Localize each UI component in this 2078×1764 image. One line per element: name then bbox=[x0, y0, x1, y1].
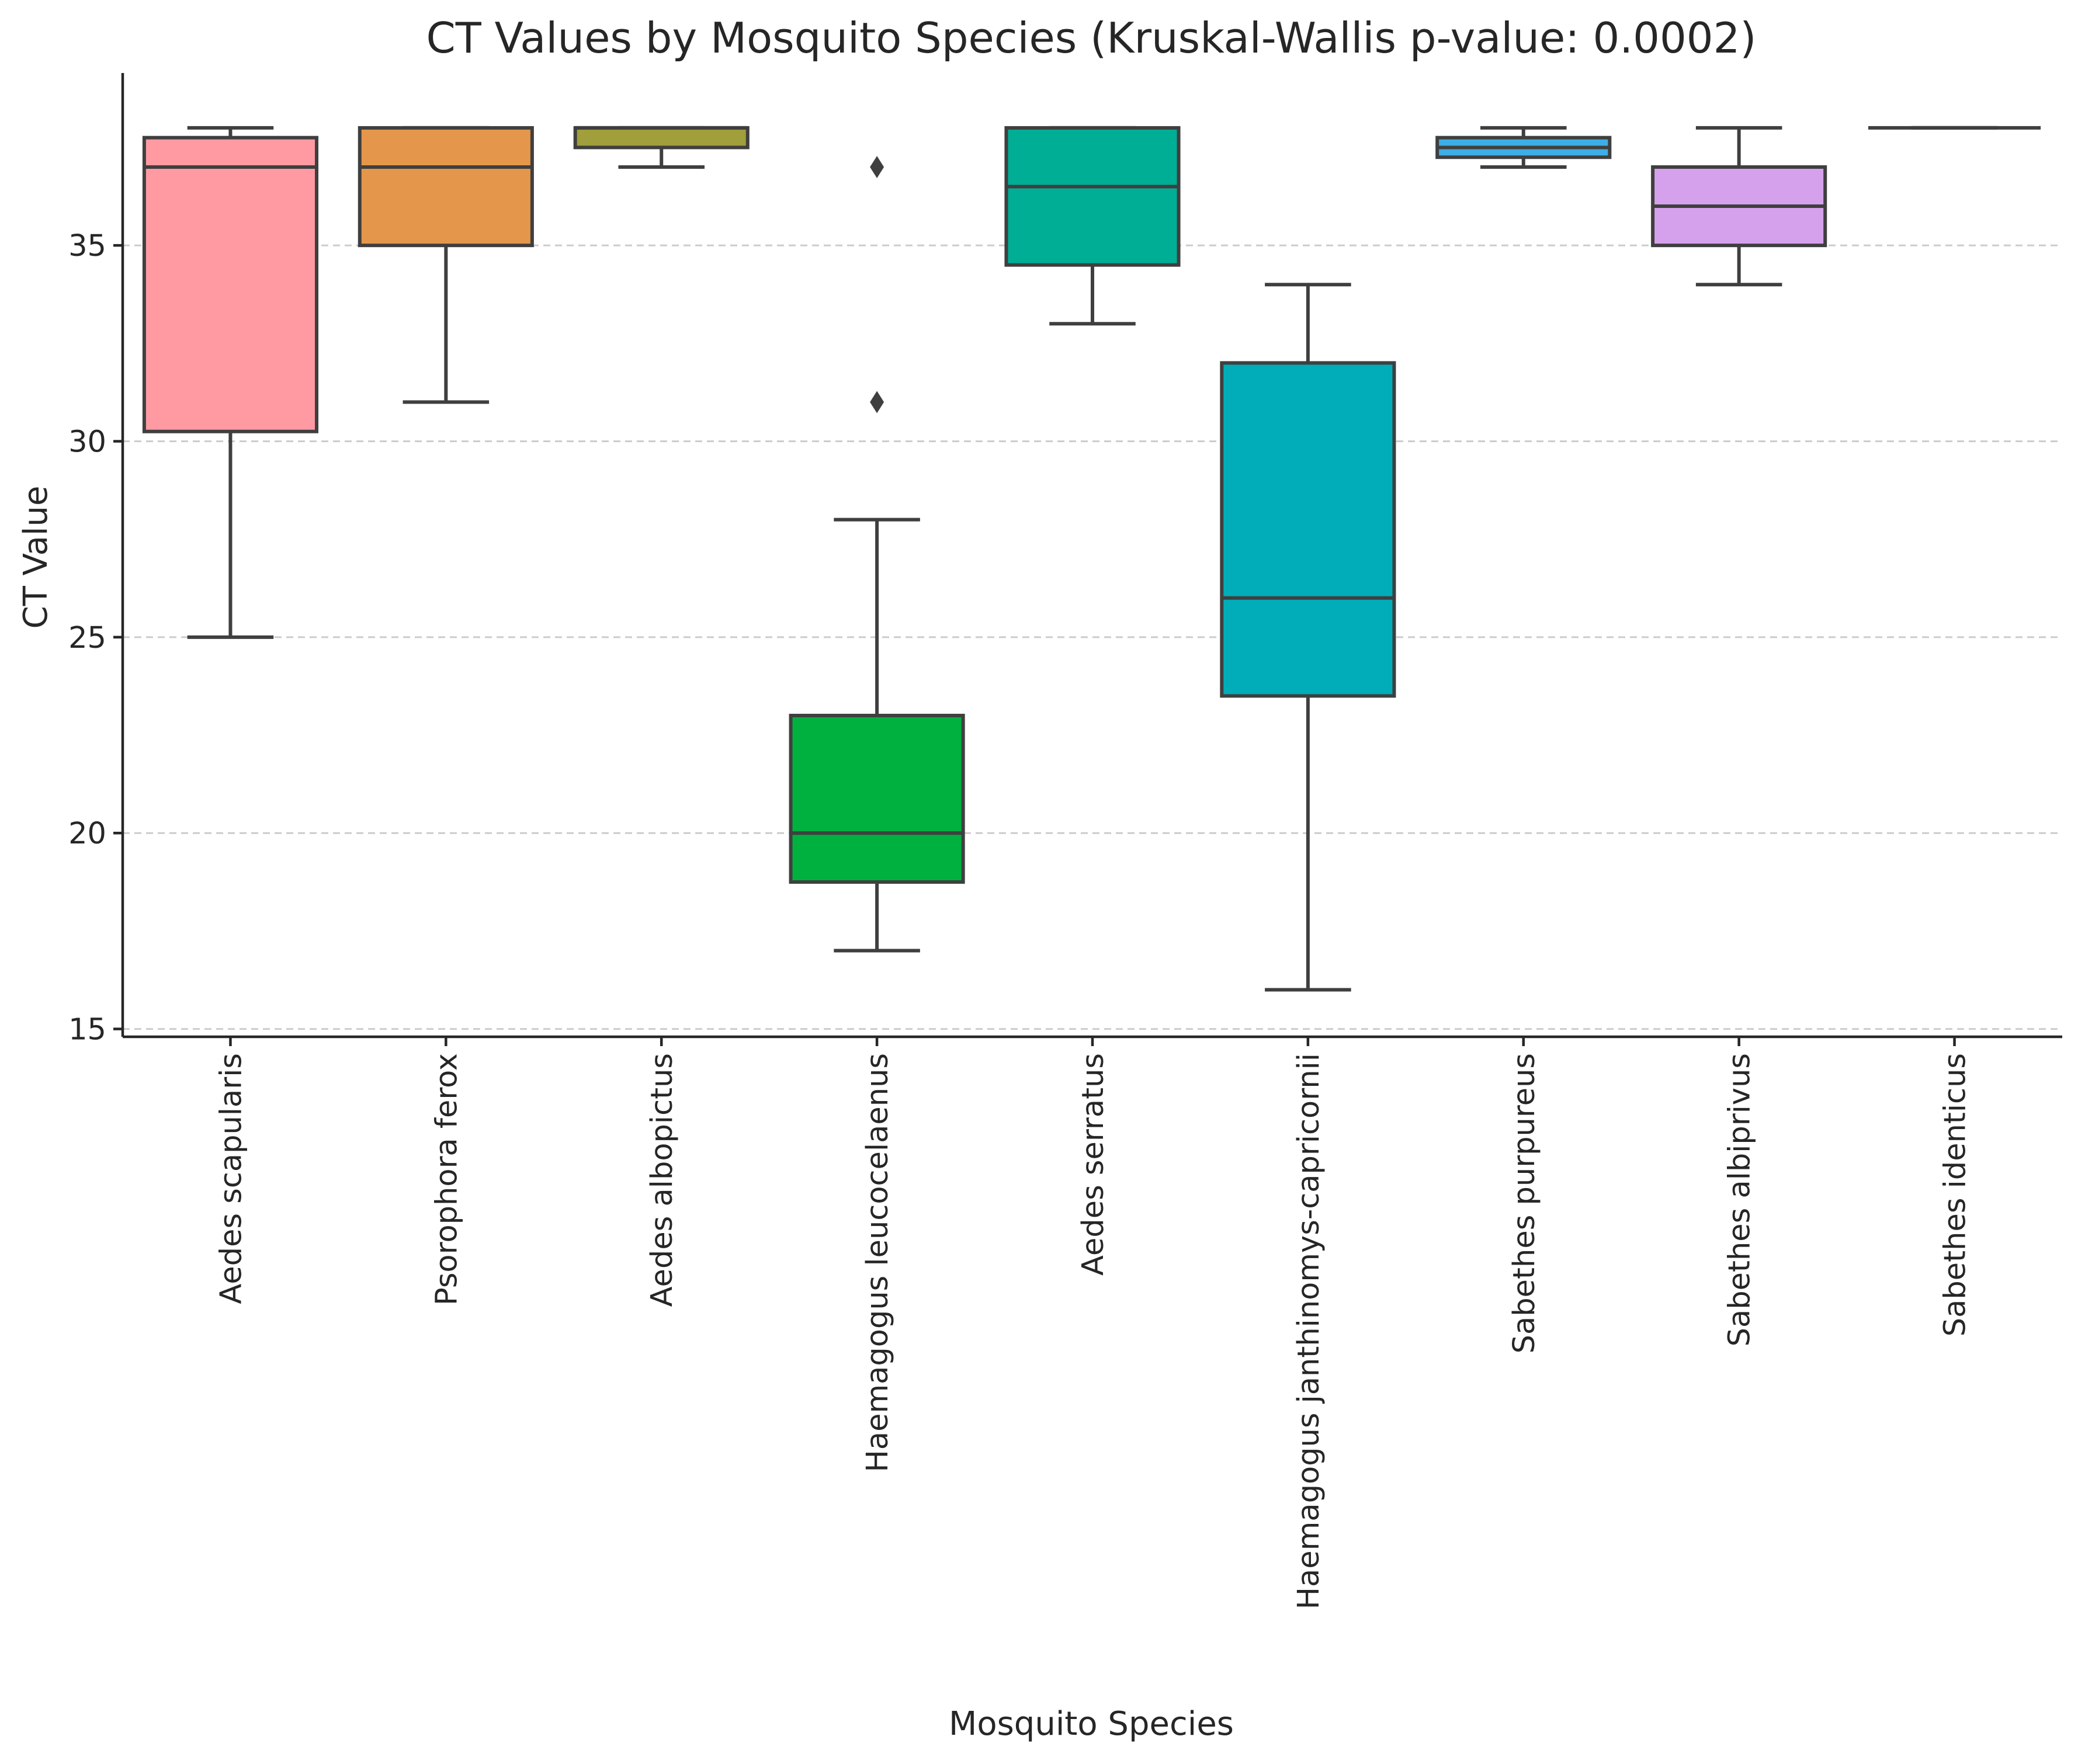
iqr-box bbox=[789, 714, 965, 884]
x-tick-label: Sabethes albiprivus bbox=[1723, 1053, 1757, 1346]
outlier-marker bbox=[870, 155, 884, 178]
y-tick-label: 15 bbox=[68, 1013, 106, 1047]
box-group bbox=[1651, 126, 1827, 287]
iqr-box bbox=[573, 126, 750, 150]
grid-lines bbox=[123, 244, 2062, 1030]
x-tick-label: Haemagogus leucocelaenus bbox=[861, 1053, 895, 1473]
x-axis-label: Mosquito Species bbox=[949, 1705, 1234, 1743]
iqr-box bbox=[1004, 126, 1181, 267]
box-group bbox=[1004, 126, 1181, 326]
box-group bbox=[358, 126, 534, 404]
x-ticks: Aedes scapularis Psorophora ferox Aedes al… bbox=[214, 1037, 1973, 1609]
iqr-box bbox=[358, 126, 534, 248]
y-tick-label: 30 bbox=[68, 425, 106, 459]
box-group bbox=[573, 126, 750, 169]
x-tick-label: Aedes serratus bbox=[1076, 1053, 1111, 1276]
iqr-box bbox=[142, 136, 318, 433]
box-group bbox=[1435, 126, 1612, 169]
x-tick-label: Aedes albopictus bbox=[645, 1053, 679, 1307]
iqr-box bbox=[1220, 361, 1396, 698]
x-tick-label: Sabethes identicus bbox=[1938, 1053, 1973, 1336]
x-tick-label: Haemagogus janthinomys-capricornii bbox=[1292, 1053, 1326, 1609]
boxes bbox=[142, 126, 2041, 992]
y-tick-label: 20 bbox=[68, 817, 106, 851]
chart-title: CT Values by Mosquito Species (Kruskal-W… bbox=[426, 13, 1757, 62]
x-tick-label: Sabethes purpureus bbox=[1507, 1053, 1542, 1353]
y-tick-label: 25 bbox=[68, 621, 106, 655]
outlier-marker bbox=[870, 391, 884, 414]
y-axis-label: CT Value bbox=[17, 486, 55, 629]
x-tick-label: Aedes scapularis bbox=[214, 1053, 248, 1304]
x-tick-label: Psorophora ferox bbox=[429, 1053, 464, 1305]
y-tick-label: 35 bbox=[68, 229, 106, 263]
y-ticks: 15 20 25 30 35 bbox=[68, 229, 123, 1047]
box-group bbox=[789, 155, 965, 953]
box-group bbox=[1220, 283, 1396, 992]
box-group bbox=[142, 126, 318, 639]
